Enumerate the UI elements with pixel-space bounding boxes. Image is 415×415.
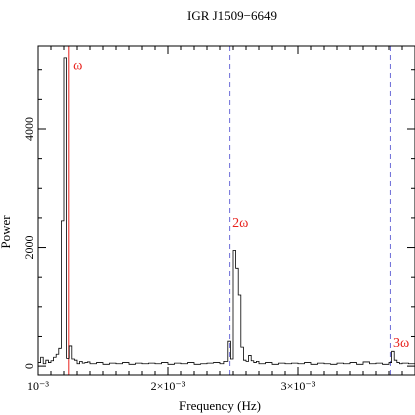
plot-frame <box>37 45 415 376</box>
x-axis-label: Frequency (Hz) <box>179 398 261 413</box>
y-tick-label: 4000 <box>22 117 36 141</box>
annotations-layer: ω 2ω 3ω <box>73 59 409 351</box>
x-tick-label: 3×10⁻³ <box>281 379 316 393</box>
x-tick-label: 2×10⁻³ <box>151 379 186 393</box>
y-tick-label: 2000 <box>22 236 36 260</box>
ticks-layer: 10⁻³ 2×10⁻³ 3×10⁻³ 0 2000 4000 <box>22 46 415 393</box>
harmonic-label-3: 3ω <box>393 336 409 351</box>
harmonic-label-1: ω <box>73 59 82 74</box>
series-layer <box>38 57 415 365</box>
y-axis-label: Power <box>0 215 13 249</box>
reference-lines <box>68 46 391 375</box>
y-tick-label: 0 <box>22 363 36 369</box>
power-spectrum-series-1 <box>38 57 415 365</box>
x-tick-label: 10⁻³ <box>27 379 49 393</box>
harmonic-label-2: 2ω <box>232 216 248 231</box>
chart-title: IGR J1509−6649 <box>187 8 277 23</box>
